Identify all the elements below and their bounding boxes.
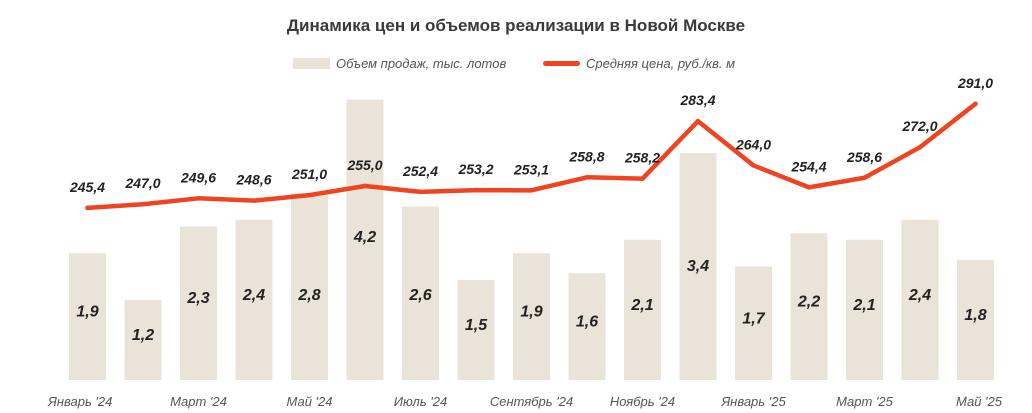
volume-value-label: 2,1 [630, 297, 653, 314]
price-value-label: 249,6 [180, 169, 216, 185]
price-point [251, 198, 257, 203]
legend-item-volume: Объем продаж, тыс. лотов [293, 56, 506, 71]
price-point [751, 163, 756, 168]
x-tick-label: Май '24 [287, 394, 333, 409]
price-value-label: 253,1 [513, 161, 549, 177]
price-point [917, 144, 923, 150]
price-value-label: 291,0 [957, 75, 993, 91]
price-point [362, 183, 368, 189]
volume-value-label: 2,4 [242, 287, 265, 304]
price-point [529, 188, 534, 193]
price-point [584, 175, 590, 180]
volume-bar [235, 219, 273, 380]
volume-value-label: 1,8 [964, 307, 986, 324]
volume-bar [124, 299, 162, 380]
price-value-label: 252,4 [402, 163, 438, 179]
price-point [196, 196, 201, 201]
volume-bar [402, 206, 439, 380]
price-value-label: 247,0 [124, 175, 160, 191]
volume-bar [291, 193, 328, 380]
price-value-label: 283,4 [679, 92, 715, 108]
volume-value-label: 2,3 [186, 290, 209, 307]
legend-swatch-volume [293, 58, 330, 69]
price-value-label: 251,0 [291, 166, 327, 182]
price-point [640, 176, 645, 181]
volume-value-label: 1,9 [520, 304, 542, 321]
x-tick-label: Июль '24 [394, 394, 448, 409]
volume-value-label: 3,4 [687, 258, 709, 275]
price-value-label: 253,2 [457, 161, 493, 177]
volume-value-label: 1,6 [576, 314, 598, 331]
volume-bar [180, 226, 217, 380]
price-point [973, 101, 978, 107]
volume-value-label: 2,2 [797, 294, 820, 311]
volume-bar [568, 273, 606, 380]
price-point [85, 205, 90, 211]
volume-bar [901, 219, 939, 380]
price-point [473, 187, 479, 193]
price-value-label: 248,6 [235, 172, 271, 188]
volume-bar [624, 239, 661, 380]
x-tick-label: Март '24 [170, 394, 227, 409]
price-value-label: 255,0 [346, 157, 382, 173]
volume-bar [735, 266, 772, 380]
x-tick-label: Ноябрь '24 [610, 394, 675, 409]
volume-bar [790, 233, 828, 380]
price-value-label: 258,8 [568, 148, 604, 164]
x-tick-label: Март '25 [836, 394, 894, 409]
volume-value-label: 1,2 [132, 327, 154, 344]
x-tick-label: Сентябрь '24 [490, 394, 573, 409]
price-point [307, 192, 312, 198]
x-tick-label: Январь '25 [720, 394, 786, 409]
volume-value-label: 2,4 [908, 287, 931, 304]
price-point [862, 175, 867, 180]
price-value-label: 254,4 [790, 158, 826, 174]
price-point [140, 202, 146, 207]
price-value-label: 258,2 [624, 150, 660, 166]
legend: Объем продаж, тыс. лотов Средняя цена, р… [0, 56, 1032, 78]
volume-bar [679, 153, 717, 380]
price-value-label: 272,0 [901, 118, 937, 134]
legend-swatch-price [543, 61, 580, 66]
price-value-label: 245,4 [69, 179, 105, 195]
price-value-label: 258,6 [846, 149, 882, 165]
x-tick-label: Январь '24 [47, 394, 112, 409]
x-tick-label: Май '25 [956, 394, 1003, 409]
volume-bar [957, 259, 994, 380]
volume-value-label: 4,2 [353, 229, 376, 246]
volume-value-label: 1,9 [76, 304, 98, 321]
price-point [806, 185, 812, 190]
price-value-label: 264,0 [735, 136, 771, 152]
chart-title: Динамика цен и объемов реализации в Ново… [286, 16, 746, 35]
volume-bar [69, 253, 106, 380]
legend-label-volume: Объем продаж, тыс. лотов [336, 56, 507, 71]
volume-value-label: 1,7 [742, 310, 765, 327]
volume-bar [846, 239, 883, 380]
volume-bar [457, 279, 495, 380]
legend-label-price: Средняя цена, руб./кв. м [586, 56, 735, 71]
volume-value-label: 1,5 [465, 317, 488, 334]
volume-value-label: 2,1 [852, 297, 875, 314]
price-point [695, 118, 701, 124]
price-point [418, 189, 423, 195]
volume-bar [346, 99, 384, 381]
legend-item-price: Средняя цена, руб./кв. м [543, 56, 735, 71]
volume-value-label: 2,6 [408, 287, 431, 304]
volume-bar [513, 253, 550, 380]
volume-value-label: 2,8 [297, 287, 320, 304]
